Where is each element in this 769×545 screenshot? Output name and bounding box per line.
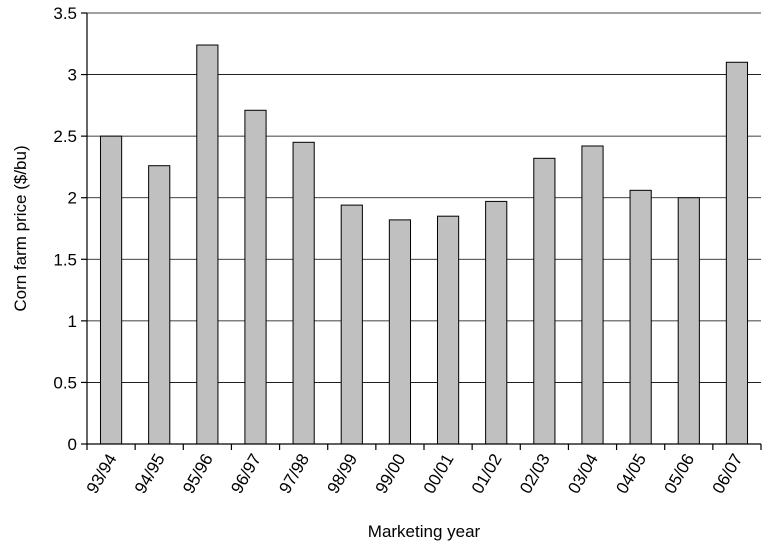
y-tick-label-4: 2	[68, 189, 77, 208]
bar-95-96	[196, 44, 219, 445]
x-tick-label-03-04: 03/04	[564, 451, 602, 497]
x-tick-label-93-94: 93/94	[83, 451, 121, 497]
bar-04-05	[629, 189, 652, 445]
x-tick-label-94-95: 94/95	[131, 451, 169, 497]
x-tick-label-96-97: 96/97	[227, 451, 265, 497]
bar-06-07	[725, 61, 749, 445]
axes	[81, 12, 762, 450]
x-tick-label-99-00: 99/00	[372, 451, 410, 497]
bars	[99, 44, 749, 445]
x-tick-label-06-07: 06/07	[709, 451, 747, 497]
y-tick-label-2: 1	[68, 312, 77, 331]
bar-00-01	[436, 215, 460, 445]
bar-02-03	[533, 157, 556, 445]
x-tick-label-04-05: 04/05	[612, 451, 650, 497]
y-tick-label-1: 0.5	[53, 373, 77, 392]
x-tick-label-95-96: 95/96	[179, 451, 217, 497]
bar-05-06	[677, 197, 700, 445]
bar-93-94	[99, 135, 123, 445]
bar-96-97	[244, 109, 267, 445]
x-tick-label-02-03: 02/03	[516, 451, 554, 497]
y-tick-label-3: 1.5	[53, 250, 77, 269]
x-tick-label-97-98: 97/98	[275, 451, 313, 497]
bar-01-02	[485, 200, 508, 445]
bar-97-98	[292, 141, 315, 445]
x-tick-label-00-01: 00/01	[420, 451, 458, 497]
y-tick-labels: 0 0.5 1 1.5 2 2.5 3 3.5	[53, 4, 77, 454]
x-tick-labels: 93/94 94/95 95/96 96/97 97/98 98/99 99/00 00/01…	[83, 451, 747, 497]
y-tick-label-5: 2.5	[53, 127, 77, 146]
y-tick-label-7: 3.5	[53, 4, 77, 23]
x-tick-label-98-99: 98/99	[324, 451, 362, 497]
grid-lines	[87, 12, 761, 383]
y-axis-title: Corn farm price ($/bu)	[11, 145, 30, 311]
bar-98-99	[340, 204, 363, 445]
bar-03-04	[581, 145, 604, 445]
bar-99-00	[388, 219, 412, 445]
x-axis-title: Marketing year	[368, 522, 481, 541]
x-tick-label-01-02: 01/02	[468, 451, 506, 497]
y-tick-label-6: 3	[68, 66, 77, 85]
bar-94-95	[148, 165, 171, 445]
y-tick-label-0: 0	[68, 435, 77, 454]
x-tick-label-05-06: 05/06	[661, 451, 699, 497]
